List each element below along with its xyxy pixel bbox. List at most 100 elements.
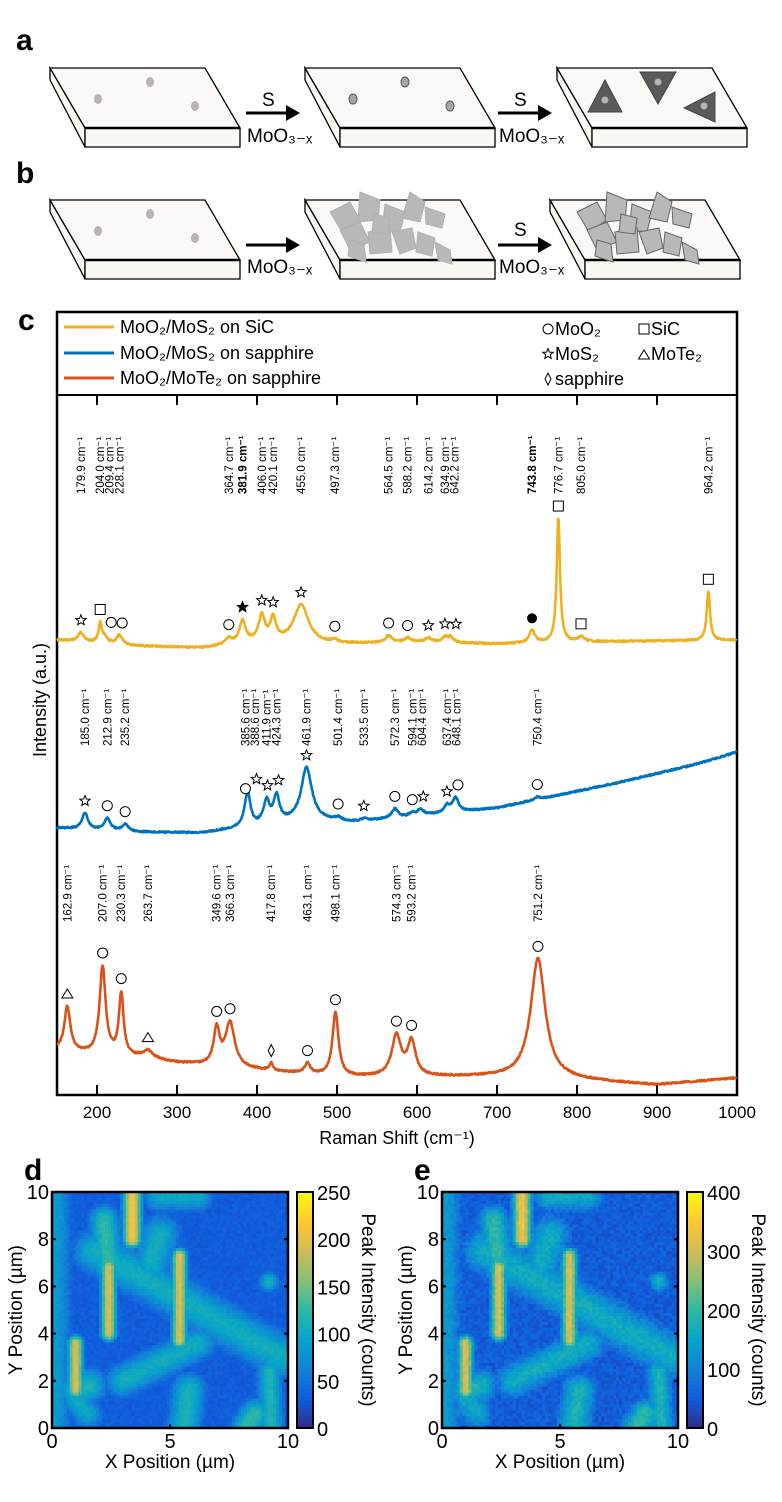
heatmap-cell [137,1357,141,1361]
heatmap-cell [167,1218,171,1222]
heatmap-cell [99,1327,103,1332]
heatmap-cell [122,1224,127,1228]
heatmap-cell [60,1315,65,1320]
heatmap-cell [63,1304,68,1308]
heatmap-cell [96,1318,100,1323]
x-tick-label: 400 [243,1103,271,1122]
heatmap-cell [199,1345,203,1349]
heatmap-cell [131,1230,135,1234]
heatmap-cell [199,1192,203,1196]
peak-label: 634.9 cm⁻¹ [440,437,452,494]
heatmap-cell [122,1236,127,1240]
heatmap-cell [125,1230,130,1234]
heatmap-cell [211,1360,215,1364]
heatmap-cell [57,1265,62,1270]
heatmap-cell [217,1357,221,1361]
heatmap-cell [193,1251,197,1255]
heatmap-cell [273,1239,277,1243]
heatmap-cell [175,1307,180,1311]
heatmap-cell [267,1307,271,1311]
flake [415,231,436,257]
heatmap-cell [181,1203,186,1208]
heatmap-cell [90,1227,94,1231]
heatmap-cell [220,1298,224,1302]
heatmap-cell [87,1212,91,1216]
heatmap-cell [52,1339,56,1343]
heatmap-cell [261,1224,265,1228]
heatmap-cell [122,1227,127,1231]
heatmap-cell [158,1301,162,1305]
heatmap-cell [229,1259,233,1264]
heatmap-cell [276,1194,280,1199]
heatmap-cell [72,1280,76,1284]
heatmap-cell [60,1194,65,1199]
heatmap-cell [105,1292,109,1296]
legend-label: MoO₂/MoTe₂ on sapphire [120,368,321,388]
heatmap-cell [122,1245,127,1249]
heatmap-cell [279,1253,283,1258]
heatmap-cell [264,1262,268,1267]
heatmap-cell [190,1295,194,1299]
heatmap-cell [220,1354,224,1358]
heatmap-cell [208,1218,212,1222]
heatmap-cell [87,1268,91,1273]
heatmap-cell [187,1256,192,1261]
heatmap-cell [246,1218,251,1222]
heatmap-cell [155,1197,159,1202]
heatmap-cell [223,1224,227,1228]
heatmap-cell [128,1301,133,1305]
heatmap-cell [285,1268,289,1273]
heatmap-cell [187,1333,192,1337]
heatmap-cell [99,1345,103,1349]
heatmap-cell [96,1324,100,1329]
heatmap-cell [158,1286,162,1290]
heatmap-cell [246,1209,251,1214]
heatmap-cell [96,1230,100,1234]
heatmap-cell [217,1245,221,1249]
heatmap-cell [52,1330,56,1334]
heatmap-cell [285,1295,289,1299]
heatmap-cell [229,1265,233,1270]
heatmap-cell [167,1354,171,1358]
heatmap-cell [146,1348,150,1352]
heatmap-cell [78,1248,82,1252]
heatmap-cell [223,1339,227,1343]
heatmap-cell [273,1253,277,1258]
heatmap-cell [273,1330,277,1334]
heatmap-cell [246,1262,251,1267]
heatmap-cell [87,1262,91,1267]
heatmap-cell [116,1242,121,1246]
heatmap-cell [158,1248,162,1252]
heatmap-cell [90,1253,94,1258]
heatmap-cell [223,1345,227,1349]
heatmap-cell [261,1357,265,1361]
heatmap-cell [187,1286,192,1290]
heatmap-cell [72,1354,76,1358]
heatmap-cell [69,1271,74,1275]
heatmap-cell [158,1197,162,1202]
flake [681,241,700,265]
heatmap-cell [187,1321,192,1326]
star-marker-icon [438,616,452,630]
heatmap-cell [102,1345,106,1349]
heatmap-cell [220,1307,224,1311]
heatmap-cell [190,1274,194,1278]
heatmap-cell [258,1315,262,1320]
heatmap-cell [258,1265,262,1270]
heatmap-cell [102,1336,106,1340]
heatmap-cell [87,1354,91,1358]
heatmap-cell [270,1342,274,1346]
heatmap-cell [214,1239,218,1243]
peak-label: 185.0 cm⁻¹ [80,689,92,746]
heatmap-cell [75,1339,79,1343]
heatmap-cell [175,1212,180,1216]
heatmap-cell [143,1321,147,1326]
heatmap-cell [187,1351,192,1355]
heatmap-cell [140,1239,144,1243]
heatmap-cell [161,1233,165,1237]
heatmap-cell [131,1304,135,1308]
heatmap-cell [178,1224,183,1228]
heatmap-cell [279,1333,283,1337]
heatmap-cell [57,1333,62,1337]
heatmap-cell [190,1215,194,1219]
